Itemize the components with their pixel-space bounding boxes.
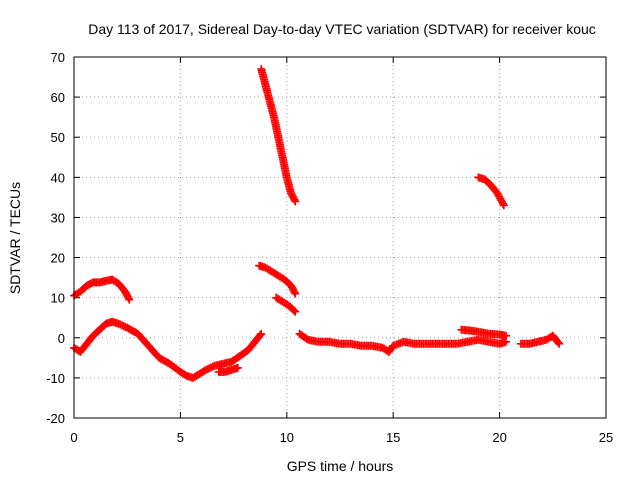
- series-track-3: [214, 363, 242, 376]
- data-point-interp: [256, 331, 265, 340]
- y-tick-label: 20: [51, 251, 65, 266]
- data-point: [257, 329, 266, 338]
- x-tick-label: 25: [599, 430, 613, 445]
- series-track-7: [295, 329, 510, 356]
- y-tick-label: 50: [51, 130, 65, 145]
- data-point-interp: [498, 199, 507, 208]
- data-point: [291, 307, 300, 316]
- data-point-interp: [290, 195, 299, 204]
- data-point: [555, 339, 564, 348]
- data-layer: [70, 65, 564, 382]
- series-track-5: [255, 261, 300, 298]
- y-axis-label: SDTVAR / TECUs: [7, 182, 23, 294]
- y-tick-label: 10: [51, 291, 65, 306]
- y-tick-label: 30: [51, 210, 65, 225]
- plot-frame: [73, 56, 607, 419]
- x-axis-ticks: 0 5 10 15 20 25: [70, 57, 613, 445]
- series-track-1: [70, 275, 134, 304]
- x-axis-label: GPS time / hours: [287, 458, 394, 474]
- data-point: [233, 363, 242, 372]
- grid-layer: [74, 57, 606, 418]
- chart-title: Day 113 of 2017, Sidereal Day-to-day VTE…: [88, 21, 596, 37]
- data-point: [291, 197, 300, 206]
- data-point: [125, 295, 134, 304]
- x-tick-label: 20: [492, 430, 506, 445]
- data-point: [499, 201, 508, 210]
- series-track-6: [272, 293, 300, 316]
- y-tick-label: -10: [46, 371, 65, 386]
- data-point-interp: [290, 288, 299, 297]
- x-tick-label: 5: [177, 430, 184, 445]
- y-tick-label: 60: [51, 90, 65, 105]
- series-track-10: [516, 331, 564, 348]
- data-point: [291, 289, 300, 298]
- y-tick-label: 40: [51, 170, 65, 185]
- y-tick-label: -20: [46, 411, 65, 426]
- x-tick-label: 10: [280, 430, 294, 445]
- y-axis-ticks: -20 -10 0 10 20 30 40 50 60 70: [46, 50, 606, 426]
- x-tick-label: 15: [386, 430, 400, 445]
- data-point-interp: [554, 338, 563, 347]
- series-track-9: [474, 173, 508, 210]
- series-track-8: [457, 325, 510, 340]
- data-point: [501, 331, 510, 340]
- y-tick-label: 0: [58, 331, 65, 346]
- data-point-interp: [290, 306, 299, 315]
- series-track-2: [70, 317, 266, 382]
- series-track-4: [257, 65, 300, 206]
- data-point-interp: [124, 294, 133, 303]
- x-tick-label: 0: [70, 430, 77, 445]
- y-tick-label: 70: [51, 50, 65, 65]
